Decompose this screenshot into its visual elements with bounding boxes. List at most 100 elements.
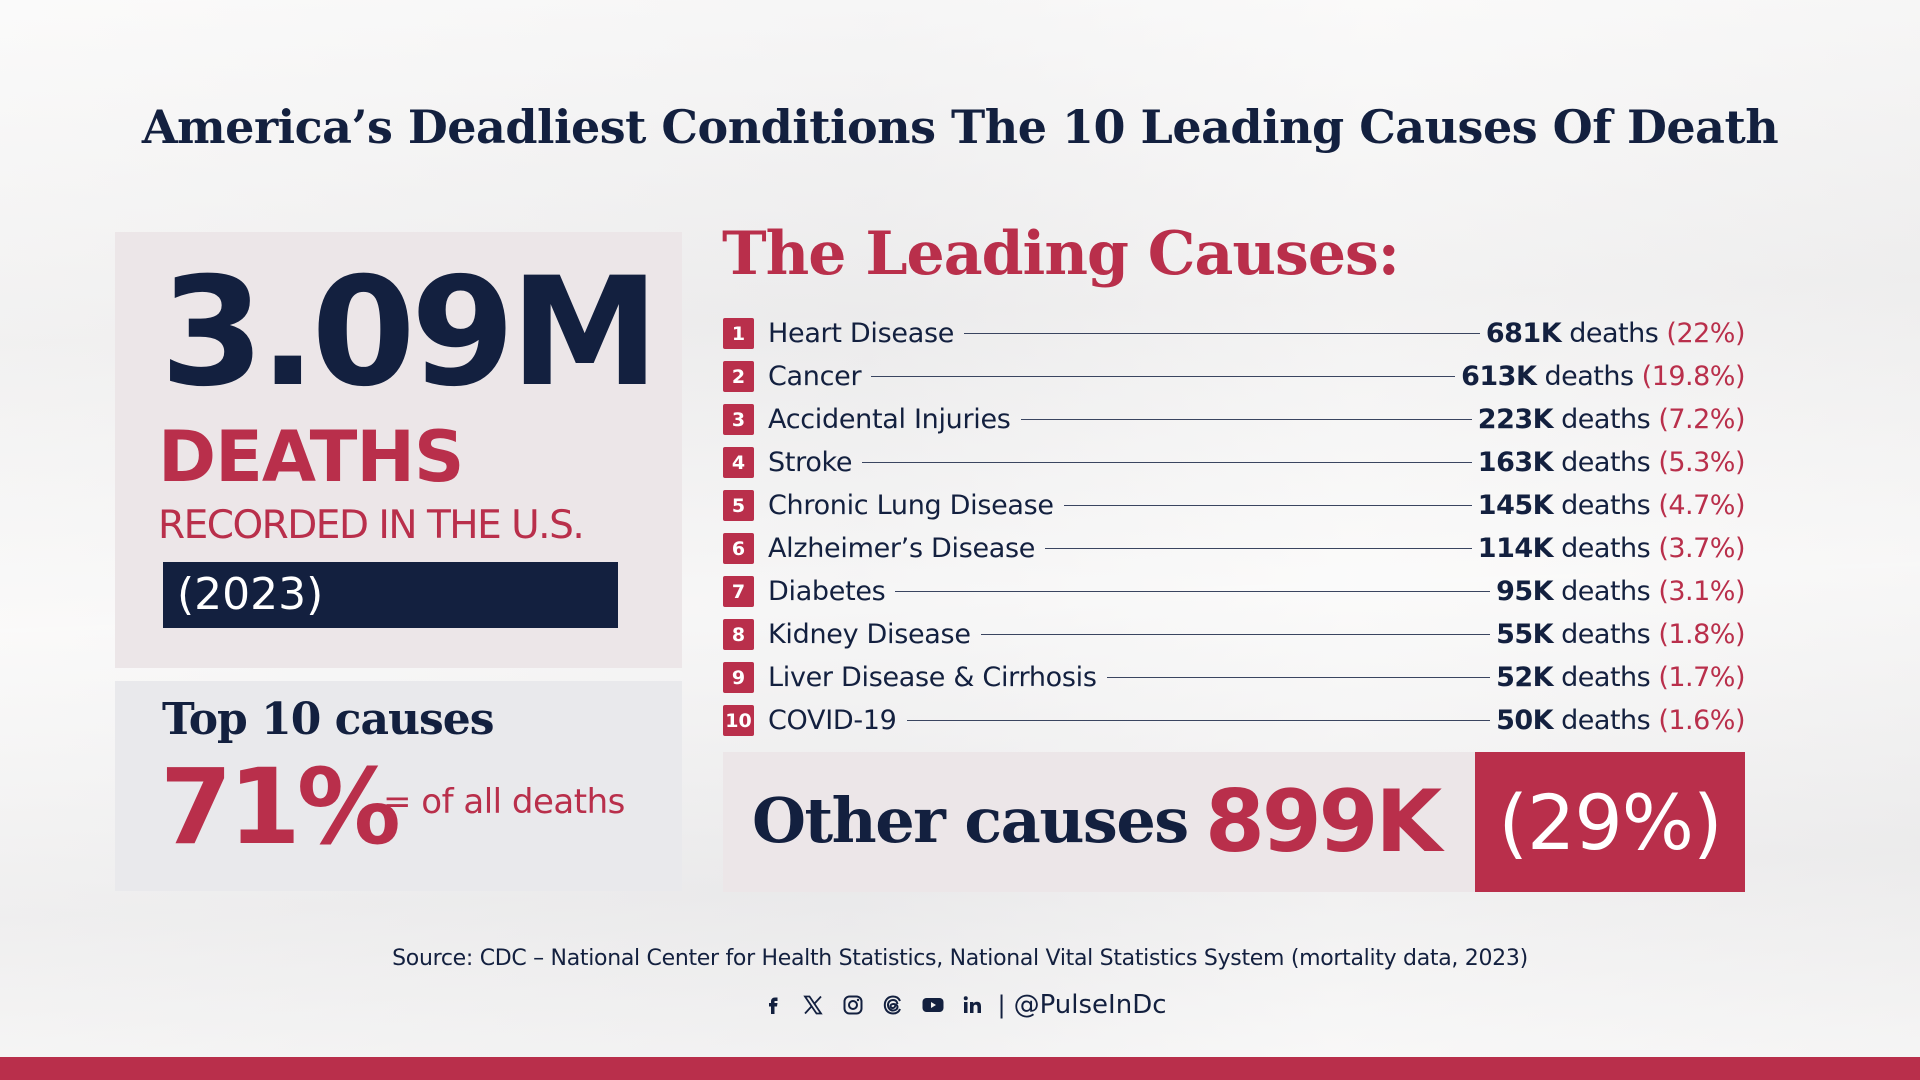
top10-percent: 71%: [160, 746, 401, 868]
recorded-label: RECORDED IN THE U.S.: [158, 503, 585, 548]
cause-row: 7 Diabetes 95K deaths (3.1%): [723, 570, 1745, 613]
rank-badge: 9: [723, 662, 754, 693]
death-percent: (3.1%): [1658, 576, 1745, 607]
cause-stat: 223K deaths (7.2%): [1477, 404, 1746, 435]
cause-stat: 163K deaths (5.3%): [1477, 447, 1746, 478]
other-causes-count: 899K: [1205, 772, 1442, 872]
death-count: 163K: [1477, 447, 1554, 478]
rank-badge: 8: [723, 619, 754, 650]
causes-list-title: The Leading Causes:: [722, 219, 1400, 289]
death-unit: deaths: [1544, 361, 1635, 392]
cause-stat: 613K deaths (19.8%): [1461, 361, 1745, 392]
total-deaths-number: 3.09M: [160, 246, 659, 420]
leader-line: [964, 332, 1480, 335]
cause-name: Cancer: [768, 361, 862, 392]
cause-name: Accidental Injuries: [768, 404, 1011, 435]
youtube-icon[interactable]: [918, 990, 948, 1020]
cause-name: Heart Disease: [768, 318, 955, 349]
top10-suffix: = of all deaths: [383, 782, 625, 822]
death-count: 223K: [1477, 404, 1554, 435]
rank-badge: 7: [723, 576, 754, 607]
social-separator: |: [997, 991, 1006, 1019]
cause-row: 1 Heart Disease 681K deaths (22%): [723, 312, 1745, 355]
death-unit: deaths: [1561, 619, 1651, 650]
death-percent: (5.3%): [1658, 447, 1745, 478]
death-count: 52K: [1496, 662, 1554, 693]
death-unit: deaths: [1561, 662, 1651, 693]
cause-stat: 681K deaths (22%): [1485, 318, 1746, 349]
death-count: 613K: [1461, 361, 1537, 392]
death-percent: (4.7%): [1658, 490, 1745, 521]
leader-line: [1020, 418, 1472, 421]
death-count: 55K: [1496, 619, 1554, 650]
other-causes-percent: (29%): [1475, 752, 1745, 892]
source-citation: Source: CDC – National Center for Health…: [392, 946, 1528, 971]
death-count: 681K: [1485, 318, 1562, 349]
cause-row: 4 Stroke 163K deaths (5.3%): [723, 441, 1745, 484]
cause-stat: 114K deaths (3.7%): [1477, 533, 1746, 564]
page-title: America’s Deadliest Conditions The 10 Le…: [141, 100, 1779, 154]
leader-line: [895, 590, 1491, 593]
linkedin-icon[interactable]: [958, 990, 988, 1020]
instagram-icon[interactable]: [838, 990, 868, 1020]
leader-line: [1106, 676, 1491, 679]
death-unit: deaths: [1561, 490, 1651, 521]
cause-row: 8 Kidney Disease 55K deaths (1.8%): [723, 613, 1745, 656]
death-percent: (1.8%): [1658, 619, 1745, 650]
death-unit: deaths: [1561, 404, 1651, 435]
rank-badge: 2: [723, 361, 754, 392]
death-unit: deaths: [1561, 447, 1651, 478]
cause-stat: 50K deaths (1.6%): [1496, 705, 1745, 736]
threads-icon[interactable]: [878, 990, 908, 1020]
facebook-icon[interactable]: [758, 990, 788, 1020]
leader-line: [906, 719, 1491, 722]
death-percent: (1.6%): [1658, 705, 1745, 736]
causes-list: 1 Heart Disease 681K deaths (22%) 2 Cancer 61…: [723, 312, 1746, 742]
social-handle[interactable]: @PulseInDc: [1013, 990, 1167, 1020]
other-causes-label: Other causes: [752, 784, 1189, 857]
social-links: | @PulseInDc: [0, 990, 1920, 1020]
cause-row: 2 Cancer 613K deaths (19.8%): [723, 355, 1746, 398]
rank-badge: 6: [723, 533, 754, 564]
death-percent: (22%): [1666, 318, 1745, 349]
leader-line: [980, 633, 1491, 636]
top10-label: Top 10 causes: [162, 694, 495, 745]
death-count: 145K: [1477, 490, 1554, 521]
leader-line: [1063, 504, 1472, 507]
deaths-label: DEATHS: [158, 416, 464, 498]
top10-panel: [115, 681, 682, 891]
leader-line: [1045, 547, 1472, 550]
death-unit: deaths: [1561, 576, 1651, 607]
death-unit: deaths: [1569, 318, 1659, 349]
cause-row: 3 Accidental Injuries 223K deaths (7.2%): [723, 398, 1745, 441]
death-percent: (19.8%): [1641, 361, 1746, 392]
cause-row: 5 Chronic Lung Disease 145K deaths (4.7%): [723, 484, 1745, 527]
rank-badge: 4: [723, 447, 754, 478]
year-badge: (2023): [163, 562, 618, 628]
death-unit: deaths: [1561, 705, 1651, 736]
cause-stat: 95K deaths (3.1%): [1496, 576, 1745, 607]
death-percent: (3.7%): [1658, 533, 1745, 564]
death-percent: (1.7%): [1658, 662, 1745, 693]
rank-badge: 5: [723, 490, 754, 521]
death-count: 50K: [1496, 705, 1554, 736]
cause-name: Kidney Disease: [768, 619, 971, 650]
cause-stat: 55K deaths (1.8%): [1496, 619, 1745, 650]
x-icon[interactable]: [798, 990, 828, 1020]
cause-row: 10 COVID-19 50K deaths (1.6%): [723, 699, 1745, 742]
cause-name: Chronic Lung Disease: [768, 490, 1054, 521]
death-unit: deaths: [1561, 533, 1651, 564]
death-count: 114K: [1477, 533, 1554, 564]
rank-badge: 10: [723, 705, 754, 736]
cause-name: Diabetes: [768, 576, 886, 607]
leader-line: [871, 375, 1456, 378]
cause-stat: 52K deaths (1.7%): [1496, 662, 1745, 693]
cause-name: Liver Disease & Cirrhosis: [768, 662, 1097, 693]
leader-line: [862, 461, 1472, 464]
rank-badge: 3: [723, 404, 754, 435]
cause-row: 6 Alzheimer’s Disease 114K deaths (3.7%): [723, 527, 1745, 570]
bottom-accent-bar: [0, 1057, 1920, 1080]
cause-name: COVID-19: [768, 705, 897, 736]
rank-badge: 1: [723, 318, 754, 349]
cause-stat: 145K deaths (4.7%): [1477, 490, 1746, 521]
